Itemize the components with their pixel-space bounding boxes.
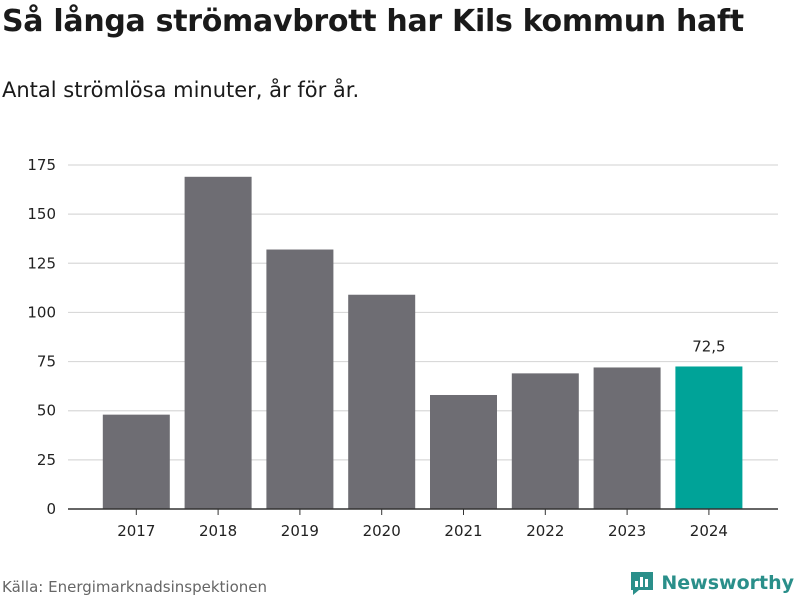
- x-tick-label: 2019: [281, 522, 319, 540]
- y-tick-label: 0: [46, 500, 56, 518]
- data-label-2024: 72,5: [692, 337, 725, 355]
- bar-2018: [184, 176, 252, 509]
- x-tick-label: 2018: [199, 522, 237, 540]
- x-tick-label: 2020: [363, 522, 401, 540]
- x-tick-label: 2023: [608, 522, 646, 540]
- bar-2024: [675, 366, 743, 509]
- bar-chart: 0 25 50 75 100 125 150 175 2017 2018 2019 2020 2021 2…: [27, 156, 778, 540]
- x-tick-label: 2017: [117, 522, 155, 540]
- grid-lines: [68, 164, 778, 461]
- newsworthy-logo-icon: [631, 572, 654, 595]
- chart-title: Så långa strömavbrott har Kils kommun ha…: [2, 4, 744, 39]
- y-tick-label: 25: [37, 451, 56, 469]
- y-tick-label: 175: [27, 156, 56, 174]
- bar-2021: [430, 394, 497, 509]
- bar-2019: [266, 249, 334, 510]
- brand-logo: Newsworthy: [629, 570, 794, 596]
- bars: [102, 176, 743, 510]
- chart-subtitle: Antal strömlösa minuter, år för år.: [2, 78, 360, 102]
- source-note: Källa: Energimarknadsinspektionen: [2, 578, 268, 596]
- bar-2020: [348, 294, 416, 509]
- x-tick-label: 2021: [444, 522, 482, 540]
- x-tick-label: 2022: [526, 522, 564, 540]
- axes: [68, 508, 778, 515]
- bar-2022: [511, 373, 579, 509]
- tick-labels: 0 25 50 75 100 125 150 175 2017 2018 2019 2020 2021 2…: [27, 156, 728, 540]
- bar-2023: [593, 367, 661, 509]
- brand-name: Newsworthy: [661, 572, 794, 594]
- y-tick-label: 125: [27, 254, 56, 272]
- y-tick-label: 75: [37, 353, 56, 371]
- y-tick-label: 150: [27, 205, 56, 223]
- y-tick-label: 50: [37, 402, 56, 420]
- y-tick-label: 100: [27, 303, 56, 321]
- x-tick-label: 2024: [690, 522, 728, 540]
- bar-2017: [102, 414, 170, 509]
